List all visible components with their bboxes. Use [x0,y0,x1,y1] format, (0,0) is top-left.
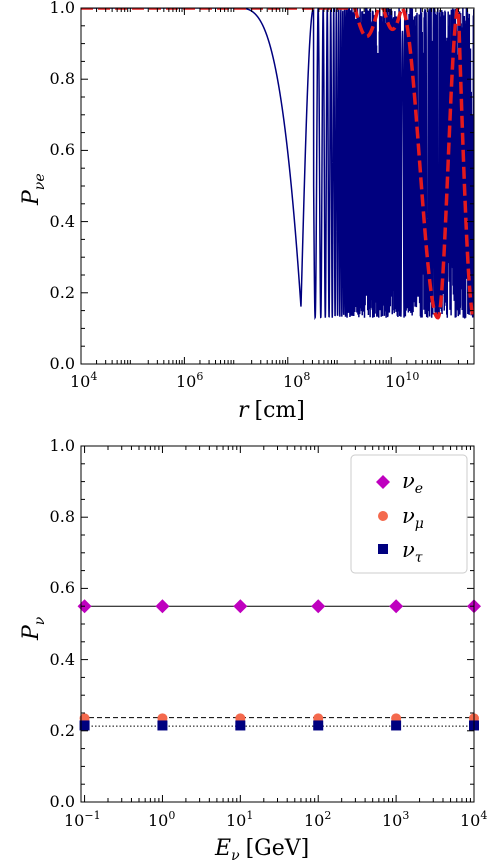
top-panel: 0.0 0.2 0.4 0.6 0.8 1.0 104 106 108 1010… [19,0,475,423]
series-line-blue [81,8,474,321]
top-ytick-label: 0.8 [50,69,75,88]
legend-sub: e [415,481,423,497]
legend-label-nu-e: νe [402,469,423,497]
data-markers [77,599,481,731]
data-point-square [235,720,246,731]
bottom-ytick-label: 0.0 [50,792,75,811]
tick-base: 10 [283,372,303,391]
top-curves [81,8,474,321]
bottom-ytick-label: 0.8 [50,507,75,526]
bottom-xtick-label: 104 [460,809,487,830]
top-ytick-label: 1.0 [50,0,75,17]
bottom-ytick-label: 0.6 [50,578,75,597]
top-xtick-label: 106 [176,370,203,391]
legend-label-nu-mu: νμ [402,504,424,532]
legend-marker-square [378,544,388,554]
bottom-panel: 0.0 0.2 0.4 0.6 0.8 1.0 10−1 100 101 102… [19,436,487,862]
data-point-square [79,720,90,731]
tick-exp: −1 [84,809,100,822]
tick-exp: 1 [246,809,253,822]
tick-exp: 8 [303,370,310,383]
tick-exp: 10 [405,370,419,383]
top-x-axis-label: r [cm] [238,398,305,423]
data-point-square [313,720,324,731]
bottom-x-axis-label: Eν [GeV] [214,836,309,862]
tick-exp: 4 [480,809,487,822]
tick-base: 10 [382,811,402,830]
x-var: r [238,398,250,423]
legend-sub: μ [415,516,424,532]
tick-base: 10 [64,811,84,830]
tick-exp: 3 [402,809,409,822]
tick-exp: 4 [90,370,97,383]
top-ytick-label: 0.6 [50,140,75,159]
data-point-diamond [155,599,170,614]
x-unit: [GeV] [246,836,310,861]
bottom-xtick-label: 102 [304,809,331,830]
series-line-red-dashed [81,8,474,320]
legend-marker-diamond [376,475,390,489]
tick-base: 10 [70,372,90,391]
legend-var: ν [402,504,415,528]
top-axis-ticks [80,7,475,365]
tick-exp: 0 [168,809,175,822]
data-point-square [157,720,168,731]
tick-base: 10 [176,372,196,391]
tick-base: 10 [226,811,246,830]
y-sub: νe [32,173,48,190]
top-ytick-label: 0.0 [50,354,75,373]
y-sub: ν [32,616,48,625]
top-ytick-label: 0.2 [50,283,75,302]
tick-base: 10 [148,811,168,830]
top-ytick-label: 0.4 [50,212,75,231]
tick-base: 10 [304,811,324,830]
y-var: P [19,624,44,641]
x-var: E [214,836,231,861]
legend-sub: τ [415,550,423,566]
tick-exp: 2 [324,809,331,822]
top-xtick-label: 104 [70,370,97,391]
legend-label-nu-tau: ντ [402,538,423,566]
tick-exp: 6 [196,370,203,383]
top-xtick-label: 108 [283,370,310,391]
bottom-ytick-label: 1.0 [50,436,75,455]
bottom-xtick-label: 103 [382,809,409,830]
legend-var: ν [402,469,415,493]
bottom-xtick-label: 10−1 [64,809,101,830]
bottom-xtick-label: 100 [148,809,175,830]
top-y-axis-label: Pνe [19,173,48,206]
x-sub: ν [231,848,240,862]
data-point-square [391,720,402,731]
legend-markers [376,475,390,554]
bottom-ytick-label: 0.4 [50,650,75,669]
legend-marker-circle [378,511,388,521]
bottom-xtick-label: 101 [226,809,253,830]
x-unit: [cm] [255,398,305,423]
y-var: P [19,189,44,206]
top-xtick-label: 1010 [385,370,419,391]
reference-lines [81,605,474,727]
tick-base: 10 [460,811,480,830]
bottom-y-axis-label: Pν [19,616,48,641]
data-point-diamond [311,599,326,614]
data-point-diamond [233,599,248,614]
legend-var: ν [402,538,415,562]
data-point-diamond [389,599,404,614]
bottom-axis-ticks [80,445,475,803]
legend: νe νμ ντ [350,454,468,574]
tick-base: 10 [385,372,405,391]
bottom-ytick-label: 0.2 [50,721,75,740]
